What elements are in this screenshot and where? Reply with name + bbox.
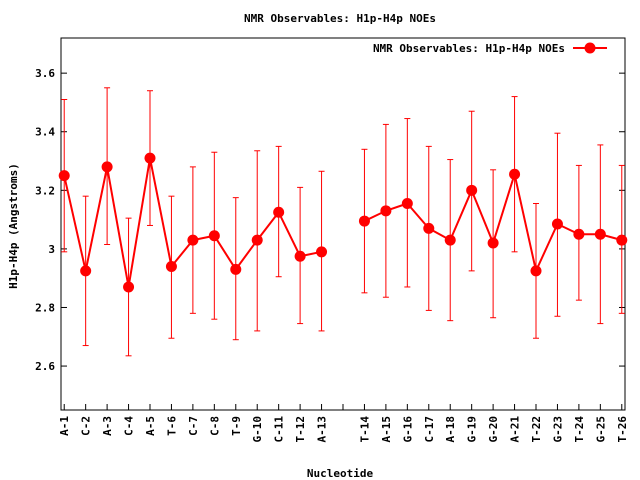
data-point [251, 234, 263, 246]
y-tick-label: 3.6 [35, 67, 55, 80]
y-tick-label: 3.2 [35, 184, 55, 197]
x-tick-label: T-22 [530, 416, 543, 443]
x-tick-label: C-2 [80, 416, 93, 436]
x-tick-label: C-17 [423, 416, 436, 443]
x-tick-label: C-4 [123, 416, 136, 436]
x-tick-label: A-18 [444, 416, 457, 443]
data-point [380, 205, 392, 217]
data-point [273, 206, 285, 218]
legend: NMR Observables: H1p-H4p NOEs [373, 42, 607, 55]
data-point [487, 237, 499, 249]
x-axis-label: Nucleotide [307, 467, 374, 480]
data-point [551, 218, 563, 230]
y-tick-label: 2.8 [35, 301, 55, 314]
x-tick-label: A-1 [58, 416, 71, 436]
data-point [208, 230, 220, 242]
chart-title: NMR Observables: H1p-H4p NOEs [244, 12, 436, 25]
error-bars [61, 87, 625, 357]
data-point [294, 250, 306, 262]
data-point [316, 246, 328, 258]
x-tick-label: C-8 [208, 416, 221, 436]
data-point [358, 215, 370, 227]
x-tick-label: C-7 [187, 416, 200, 436]
data-point [401, 197, 413, 209]
y-tick-label: 3.4 [35, 126, 55, 139]
x-tick-label: T-9 [230, 416, 243, 436]
data-point [444, 234, 456, 246]
legend-marker-sample [584, 42, 596, 54]
x-tick-label: G-19 [466, 416, 479, 443]
data-point [530, 265, 542, 277]
x-tick-label: A-3 [101, 416, 114, 436]
x-tick-label: A-5 [144, 416, 157, 436]
x-tick-label: G-10 [251, 416, 264, 443]
data-point [187, 234, 199, 246]
data-point [594, 228, 606, 240]
data-point [466, 184, 478, 196]
x-tick-label: G-20 [487, 416, 500, 443]
x-tick-label: G-25 [594, 416, 607, 443]
data-point [573, 228, 585, 240]
x-tick-label: A-15 [380, 416, 393, 443]
legend-label: NMR Observables: H1p-H4p NOEs [373, 42, 565, 55]
x-axis-ticks: A-1 C-2 A-3 C-4 A-5 T-6 C-7 C-8 T-9 G-10 C-11 T-12 A… [58, 404, 629, 443]
plot-frame [60, 37, 626, 411]
data-point [101, 161, 113, 173]
data-point [509, 168, 521, 180]
y-axis-label: H1p-H4p (Angstroms) [7, 163, 20, 289]
data-point [123, 281, 135, 293]
y-axis-ticks: 2.6 2.8 3 3.2 3.4 3.6 [35, 67, 625, 373]
x-tick-label: T-24 [573, 416, 586, 443]
x-tick-label: A-21 [509, 416, 522, 443]
data-point [165, 260, 177, 272]
x-tick-label: T-14 [358, 416, 371, 443]
x-tick-label: T-6 [165, 416, 178, 436]
data-point [80, 265, 92, 277]
data-point [144, 152, 156, 164]
x-tick-label: C-11 [273, 416, 286, 443]
data-point [58, 170, 70, 182]
series-points [58, 152, 628, 293]
data-point [230, 263, 242, 275]
x-tick-label: T-12 [294, 416, 307, 443]
y-tick-label: 2.6 [35, 360, 55, 373]
x-tick-label: T-26 [616, 416, 629, 443]
y-tick-label: 3 [48, 243, 55, 256]
data-point [423, 222, 435, 234]
x-tick-label: G-16 [401, 416, 414, 443]
x-tick-label: A-13 [316, 416, 329, 443]
x-tick-label: G-23 [551, 416, 564, 443]
data-point [616, 234, 628, 246]
